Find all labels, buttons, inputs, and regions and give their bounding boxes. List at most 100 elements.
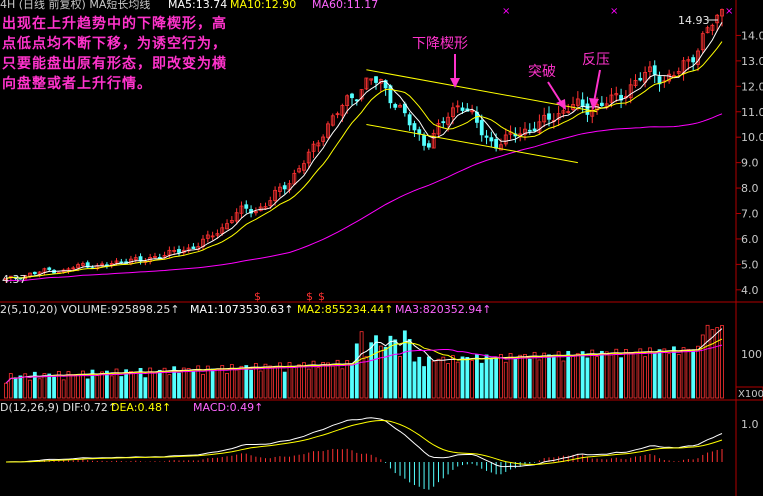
annotation-line: 点低点均不断下移，为诱空行为， bbox=[2, 36, 227, 52]
annotation-line: 只要能盘出原有形态，即改变为横 bbox=[2, 56, 227, 72]
x-marker: × bbox=[502, 6, 510, 17]
volume-bar bbox=[628, 352, 633, 399]
y-tick-label: 4.0 bbox=[741, 284, 759, 297]
candle-body bbox=[441, 121, 446, 124]
volume-bar bbox=[571, 355, 575, 399]
candle-body bbox=[599, 102, 604, 106]
candle-body bbox=[614, 93, 619, 96]
volume-bar bbox=[393, 339, 398, 399]
volume-bar bbox=[80, 370, 85, 399]
volume-bar bbox=[220, 365, 225, 399]
volume-bar bbox=[494, 357, 499, 399]
volume-bar bbox=[648, 347, 652, 399]
candle-body bbox=[710, 24, 715, 31]
candle-body bbox=[426, 143, 431, 148]
volume-bar bbox=[191, 371, 196, 399]
volume-bar bbox=[105, 370, 109, 399]
ma10-value: MA10:12.90 bbox=[230, 0, 296, 11]
candle-body bbox=[503, 134, 508, 145]
volume-bar bbox=[47, 373, 52, 399]
volume-bar bbox=[316, 367, 321, 399]
volume-bar bbox=[263, 363, 268, 399]
volume-bar bbox=[330, 365, 335, 399]
candle-body bbox=[335, 113, 340, 116]
candle-body bbox=[691, 57, 696, 63]
candle-body bbox=[297, 168, 302, 173]
volume-bar bbox=[599, 350, 604, 399]
candle-body bbox=[532, 128, 537, 132]
volume-bar bbox=[460, 356, 465, 399]
macd-histogram bbox=[10, 448, 723, 490]
volume-bar bbox=[619, 357, 623, 399]
volume-bar bbox=[359, 331, 364, 399]
y-tick-label: 11.0 bbox=[741, 106, 763, 119]
candle-body bbox=[715, 14, 720, 24]
volume-bar bbox=[42, 373, 47, 399]
volume-bar bbox=[580, 351, 585, 399]
y-tick-label: 6.0 bbox=[741, 233, 759, 246]
volume-bar bbox=[292, 366, 297, 399]
volume-bar bbox=[32, 371, 37, 399]
candle-body bbox=[633, 80, 638, 86]
volume-bar bbox=[239, 365, 244, 399]
volume-bar bbox=[710, 329, 715, 399]
candle-body bbox=[667, 73, 672, 82]
volume-bar bbox=[56, 371, 61, 399]
y-tick-label: 5.0 bbox=[741, 258, 759, 271]
candle-body bbox=[585, 103, 590, 115]
volume-bar bbox=[676, 353, 681, 399]
candle-body bbox=[431, 132, 436, 149]
volume-bar bbox=[76, 374, 80, 399]
candle-body bbox=[225, 223, 229, 230]
volume-bar bbox=[234, 369, 239, 399]
volume-bar bbox=[244, 365, 249, 399]
volume-bar bbox=[350, 363, 354, 399]
volume-bar bbox=[100, 371, 105, 399]
volume-bar bbox=[148, 367, 153, 399]
candle-body bbox=[460, 107, 465, 111]
candle-body bbox=[547, 113, 551, 120]
volume-bar bbox=[402, 330, 407, 399]
candle-body bbox=[422, 135, 426, 146]
breakout-arrow bbox=[547, 81, 563, 105]
macd-header: D(12,26,9) DIF:0.72↑ bbox=[0, 401, 117, 414]
volume-bar bbox=[90, 369, 95, 399]
volume-bar bbox=[465, 356, 470, 399]
candle-body bbox=[393, 104, 398, 108]
candle-body bbox=[85, 262, 90, 268]
volume-bar bbox=[129, 371, 133, 399]
volume-bar bbox=[681, 347, 686, 399]
ma60-line bbox=[5, 113, 723, 282]
volume-bar bbox=[162, 367, 167, 399]
volume-bar bbox=[95, 375, 100, 399]
volume-bar bbox=[643, 356, 648, 399]
volume-unit-box bbox=[735, 386, 763, 401]
candle-body bbox=[720, 8, 724, 17]
candle-body bbox=[657, 76, 662, 85]
volume-bar bbox=[672, 346, 676, 399]
volume-bar bbox=[499, 354, 503, 399]
volume-bar bbox=[196, 365, 201, 399]
candle-body bbox=[47, 267, 52, 270]
volume-bar bbox=[282, 371, 287, 399]
volume-bar bbox=[436, 358, 441, 399]
candle-body bbox=[326, 123, 330, 138]
macd-value: MACD:0.49↑ bbox=[193, 401, 263, 414]
candle-body bbox=[316, 142, 321, 147]
volume-bar bbox=[551, 355, 556, 399]
volume-bar bbox=[513, 358, 518, 399]
candle-body bbox=[369, 78, 374, 81]
macd-tick-label: 1.0 bbox=[741, 418, 759, 431]
candle-body bbox=[518, 133, 523, 136]
volume-bar bbox=[143, 377, 148, 399]
candle-body bbox=[676, 71, 681, 74]
volume-bar bbox=[561, 360, 566, 399]
candle-body bbox=[354, 99, 359, 102]
volume-bar bbox=[37, 378, 42, 399]
volume-bar bbox=[489, 357, 494, 399]
candle-body bbox=[177, 249, 181, 253]
volume-bar bbox=[4, 382, 8, 399]
volume-bar bbox=[479, 362, 484, 399]
